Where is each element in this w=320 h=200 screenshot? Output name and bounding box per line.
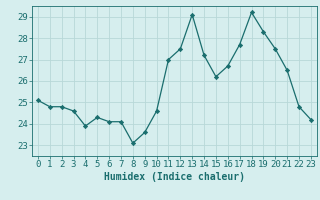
X-axis label: Humidex (Indice chaleur): Humidex (Indice chaleur) [104,172,245,182]
